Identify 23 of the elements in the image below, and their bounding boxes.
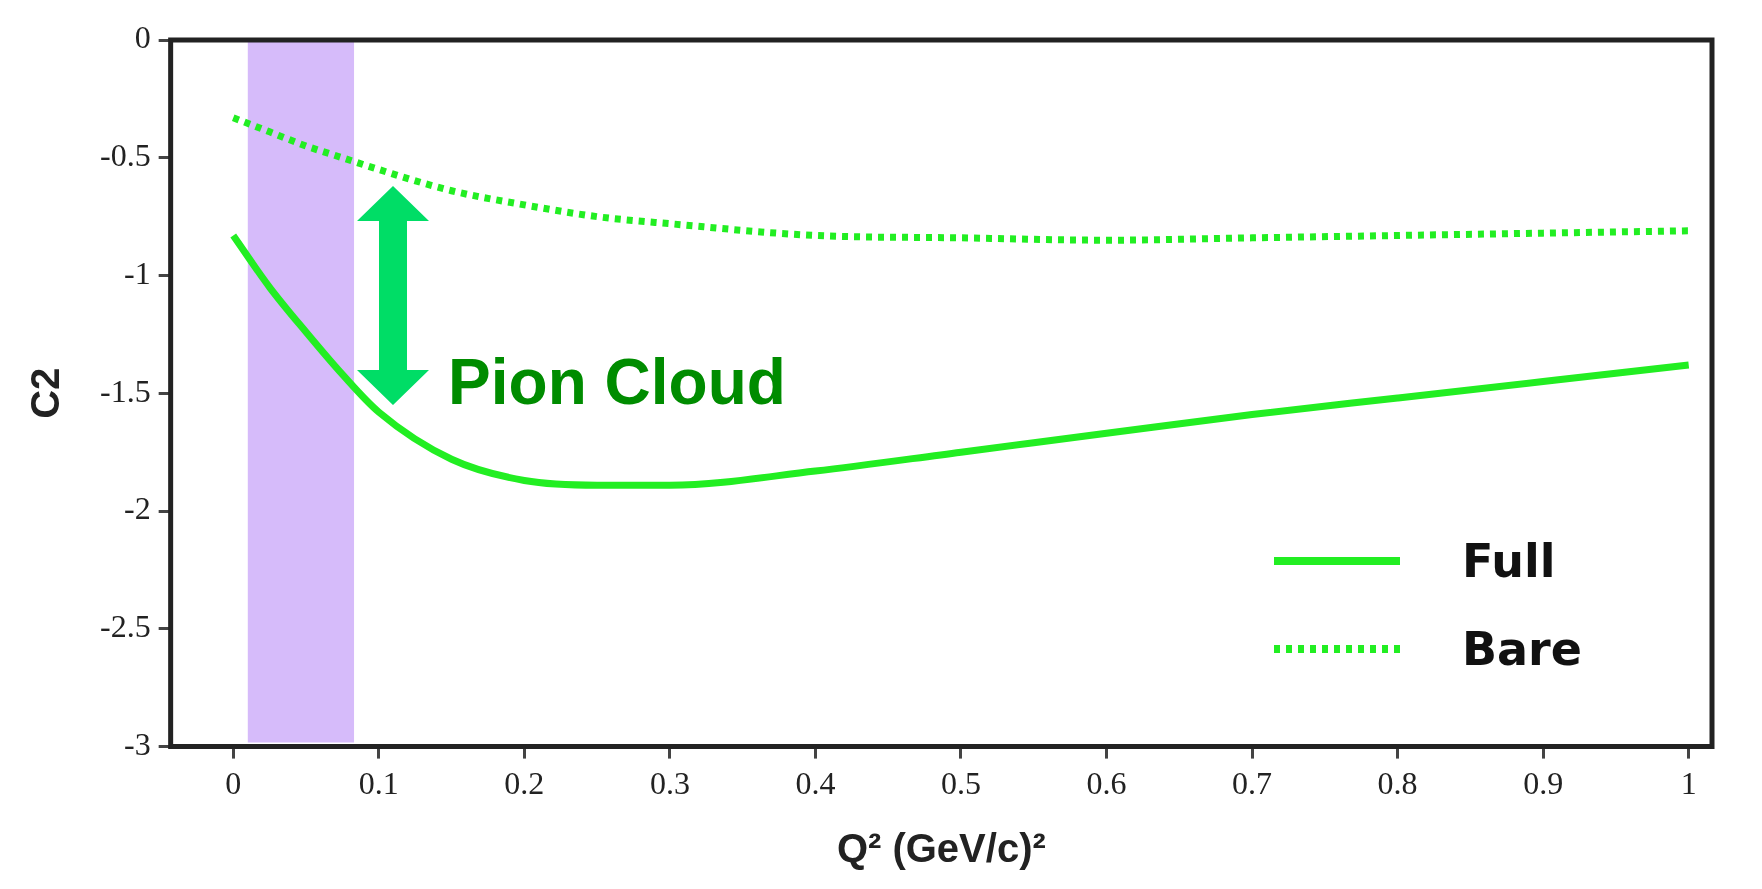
annotation: Pion Cloud: [448, 345, 786, 418]
x-tick-label: 1: [1680, 765, 1697, 802]
y-tick-label: -0.5: [100, 137, 151, 174]
y-tick-label: -1: [124, 254, 151, 291]
x-tick-label: 0.4: [795, 765, 836, 802]
y-tick-label: -3: [124, 726, 151, 763]
y-tick-label: -2.5: [100, 608, 151, 645]
legend-label: Full: [1462, 533, 1556, 588]
y-tick-label: -2: [124, 490, 151, 527]
x-tick-label: 0.1: [358, 765, 399, 802]
y-axis-title: C2: [23, 367, 68, 419]
legend-label: Bare: [1462, 621, 1582, 676]
x-tick-label: 0.3: [649, 765, 690, 802]
x-axis-title: Q² (GeV/c)²: [836, 826, 1046, 871]
x-tick-label: 0.7: [1232, 765, 1273, 802]
x-tick-label: 0.8: [1377, 765, 1418, 802]
x-tick-label: 0: [225, 765, 242, 802]
x-tick-label: 0.9: [1523, 765, 1564, 802]
x-tick-label: 0.5: [940, 765, 981, 802]
x-tick-label: 0.6: [1086, 765, 1127, 802]
x-tick-label: 0.2: [504, 765, 545, 802]
y-tick-label: 0: [134, 19, 151, 56]
y-tick-label: -1.5: [100, 372, 151, 409]
